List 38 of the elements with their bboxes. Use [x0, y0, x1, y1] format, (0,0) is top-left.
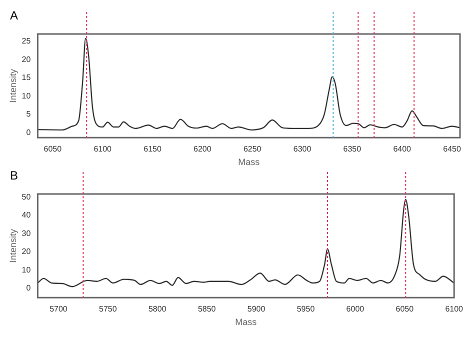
x-tick-label: 6050	[396, 304, 414, 314]
x-tick-label: 5950	[296, 304, 316, 314]
y-tick-label: 10	[22, 91, 32, 100]
y-tick-label: 40	[22, 210, 32, 220]
line-series	[38, 38, 460, 131]
y-tick-label: 20	[22, 247, 32, 256]
x-tick-label: 6100	[94, 144, 112, 154]
x-tick-label: 5700	[50, 304, 68, 314]
y-tick-label: 5	[26, 110, 32, 119]
y-tick-label: 20	[22, 54, 32, 64]
x-tick-label: 6300	[293, 144, 312, 154]
x-tick-label: 6450	[443, 144, 462, 154]
y-tick-label: 0	[26, 284, 32, 293]
x-tick-label: 6250	[243, 144, 262, 154]
x-axis-title: Mass	[238, 157, 260, 168]
y-tick-label: 0	[26, 128, 32, 138]
x-tick-label: 5900	[247, 304, 266, 314]
x-tick-label: 5750	[99, 304, 118, 314]
y-tick-label: 10	[22, 265, 32, 274]
x-tick-label: 6000	[346, 304, 365, 314]
x-tick-label: 5850	[198, 304, 216, 314]
text: B	[10, 168, 18, 182]
y-axis-title: Intensity	[8, 68, 18, 103]
x-tick-label: 6100	[445, 304, 464, 314]
x-tick-label: 6050	[44, 144, 62, 154]
x-tick-label: 6200	[194, 144, 212, 154]
x-tick-label: 6150	[144, 144, 162, 154]
y-axis-title: Intensity	[8, 228, 18, 263]
x-axis-title: Mass	[235, 317, 258, 328]
y-tick-label: 50	[22, 192, 32, 202]
y-tick-label: 15	[22, 73, 32, 82]
y-tick-label: 30	[22, 228, 32, 238]
y-tick-label: 25	[22, 36, 32, 46]
text: A	[10, 8, 18, 22]
x-tick-label: 6400	[393, 144, 412, 154]
line-series	[38, 198, 454, 288]
x-tick-label: 5800	[148, 304, 167, 314]
x-tick-label: 6350	[343, 144, 362, 154]
